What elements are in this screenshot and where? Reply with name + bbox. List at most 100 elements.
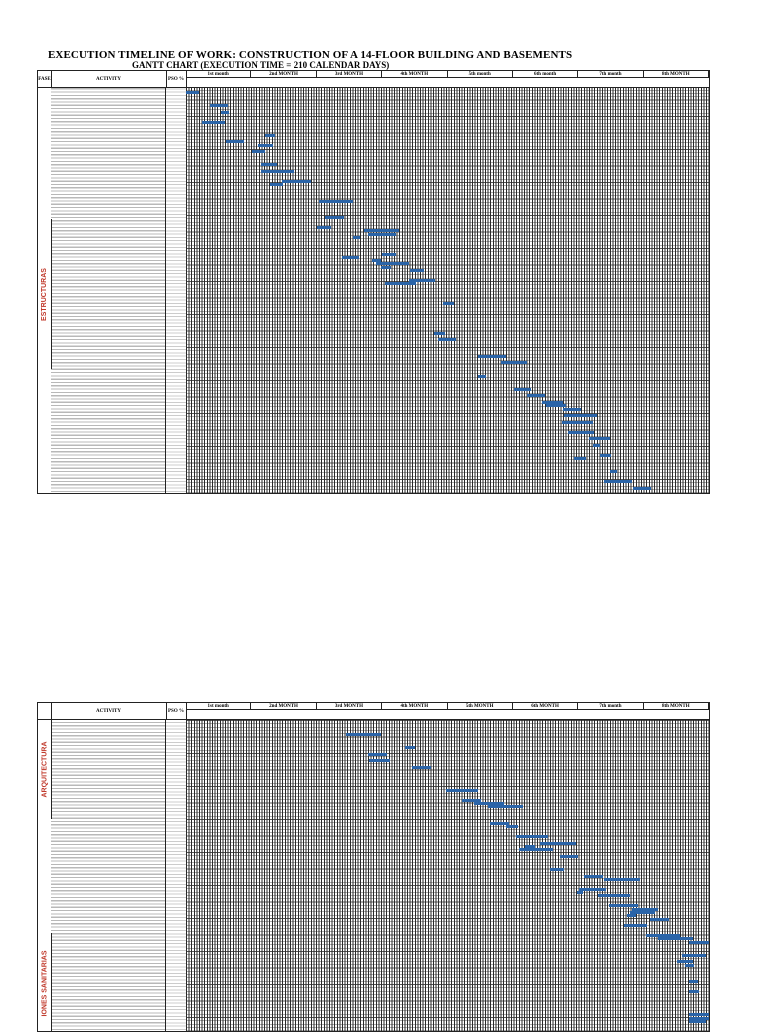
gantt-bar [629,910,656,914]
gantt-bar [649,917,669,921]
gantt-bar [282,179,311,183]
gantt-bar [519,848,554,852]
month-header: 4th MONTH [382,703,448,710]
gantt-bar [559,854,578,858]
gantt-bar [524,844,536,848]
month-header: 5th MONTH [447,703,513,710]
gantt-bar [505,825,518,829]
month-header: 2nd MONTH [251,703,317,710]
gantt-bar [540,841,577,845]
gantt-bar [574,457,587,461]
activity-column [51,87,166,493]
gantt-bar [589,437,611,441]
header-cell [38,703,52,719]
weight-column [166,719,187,1031]
gantt-bar [261,170,294,173]
gantt-bar [609,470,617,474]
gantt-bar [446,788,479,792]
gantt-bar [251,150,265,154]
gantt-bar [623,924,647,928]
gantt-bar [490,821,510,825]
month-header: 1st month [186,71,252,78]
gantt-bar [526,394,546,398]
gantt-bar [474,802,504,805]
gantt-bar [488,805,523,809]
gantt-bar [501,361,527,365]
timeline-grid [186,87,709,493]
header-cell: ACTIVITY [51,703,167,719]
gantt-bar [604,877,640,881]
table-header: FASE ACTIVITY PSO % 1st month 2nd MONTH 3r… [38,71,709,88]
gantt-bar [550,868,565,871]
gantt-bar [562,407,582,411]
gantt-bar [676,960,694,964]
subtitle: GANTT CHART (EXECUTION TIME = 210 CALEND… [132,60,390,70]
month-header: 2nd MONTH [251,71,317,78]
month-header: 8th MONTH [643,71,709,78]
gantt-bar [260,163,278,167]
activity-column [51,719,166,1031]
gantt-bar [443,302,454,305]
gantt-bar [689,1016,709,1020]
gantt-bar [689,940,709,944]
gantt-bar [209,104,228,107]
gantt-bar [478,354,507,358]
gantt-table: FASE ACTIVITY PSO % 1st month 2nd MONTH 3r… [37,70,710,494]
gantt-bar [689,990,700,994]
gantt-bar [410,269,425,272]
gantt-bar [513,387,532,391]
header-cell: ACTIVITY [51,71,167,87]
gantt-bar [265,133,275,137]
gantt-bar [201,120,225,124]
gantt-bar [316,226,332,230]
gantt-bar [576,891,584,895]
month-header: 8th MONTH [643,703,709,710]
month-header: 3rd MONTH [316,703,383,710]
gantt-bar [364,229,400,233]
weight-column [166,87,187,493]
gantt-bar [371,259,381,263]
gantt-bar [603,480,632,484]
gantt-bar [592,443,601,447]
month-header: 4th MONTH [382,71,448,78]
gantt-bar [220,110,230,114]
gantt-bar [412,765,431,769]
month-header: 7th month [578,703,644,710]
gantt-bar [325,216,345,220]
phase-text: IONES SANITARIAS [41,950,48,1016]
gantt-bar [225,140,245,144]
gantt-bar [632,907,659,911]
gantt-bar [645,934,680,937]
gantt-bar [546,404,567,408]
gantt-bar [376,262,409,266]
gantt-bar [318,199,354,203]
month-header: 7th month [578,71,644,78]
gantt-bar [568,430,594,434]
header-cell: PSO % [166,71,187,87]
gantt-bar [563,414,598,418]
header-cell: PSO % [166,703,187,719]
phase-text: ARQUITECTURA [41,741,48,797]
gantt-bar [258,143,273,147]
gantt-bar [609,904,638,908]
phase-label: ESTRUCTURAS [38,219,52,369]
gantt-bar [409,278,435,282]
gantt-bar [368,752,388,756]
header-cell: FASE [38,71,52,87]
gantt-bar [342,255,360,259]
gantt-bar [382,252,397,256]
gantt-bar [689,980,699,984]
gantt-bar [369,759,390,763]
month-header: 3rd MONTH [316,71,383,78]
gantt-bar [541,401,563,404]
gantt-bar [477,374,487,378]
gantt-bar [657,937,693,941]
gantt-bar [269,183,283,187]
gantt-bar [433,331,445,335]
month-header: 6th MONTH [512,703,579,710]
gantt-bar [685,963,695,967]
phase-label: IONES SANITARIAS [38,933,52,1031]
gantt-bar [462,798,481,802]
month-header: 6th month [512,71,579,78]
